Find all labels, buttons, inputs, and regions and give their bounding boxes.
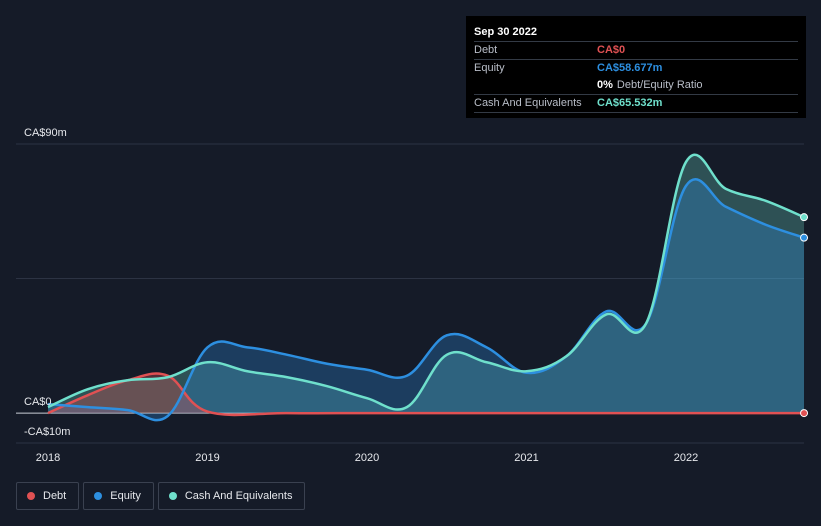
tooltip-debt-label: Debt [474, 44, 498, 56]
area-cash-and-equivalents [48, 154, 805, 414]
y-tick-label: CA$0 [24, 396, 52, 408]
line-equity [47, 178, 805, 422]
plot-background [16, 144, 804, 443]
tooltip-equity-row: Equity CA$58.677m [474, 59, 798, 77]
line-cash-and-equivalents [47, 153, 805, 411]
x-tick-label: 2021 [514, 452, 538, 464]
legend-equity[interactable]: Equity [83, 482, 154, 510]
y-tick-label: CA$90m [24, 127, 67, 139]
debt-dot-icon [27, 492, 35, 500]
legend: Debt Equity Cash And Equivalents [16, 482, 309, 510]
tooltip-ratio-label: Debt/Equity Ratio [616, 79, 703, 91]
tooltip-cash-value: CA$65.532m [597, 97, 663, 109]
tooltip-ratio-value: 0% [597, 79, 613, 91]
legend-cash[interactable]: Cash And Equivalents [157, 482, 306, 510]
chart-labels: CA$90m CA$0 -CA$10m 2018 2019 2020 2021 2022 [24, 127, 698, 464]
chart-markers [800, 213, 809, 418]
legend-debt-label: Debt [43, 490, 67, 502]
x-tick-label: 2019 [195, 452, 219, 464]
x-tick-label: 2020 [355, 452, 379, 464]
tooltip-equity-label: Equity [474, 62, 505, 74]
tooltip-cash-row: Cash And Equivalents CA$65.532m [474, 94, 798, 112]
chart-grid [16, 143, 804, 444]
x-tick-label: 2018 [36, 452, 60, 464]
tooltip-debt-value: CA$0 [597, 44, 626, 56]
tooltip-cash-label: Cash And Equivalents [474, 97, 582, 109]
legend-equity-label: Equity [110, 490, 141, 502]
tooltip-equity-value: CA$58.677m [597, 62, 663, 74]
equity-dot-icon [94, 492, 103, 500]
legend-debt[interactable]: Debt [16, 482, 80, 510]
tooltip-date: Sep 30 2022 [474, 26, 537, 38]
chart-lines [47, 153, 805, 422]
tooltip-panel: Sep 30 2022 Debt CA$0 Equity CA$58.677m … [466, 16, 806, 118]
area-equity [48, 179, 805, 421]
end-marker-equity [800, 233, 809, 242]
legend-cash-label: Cash And Equivalents [184, 490, 293, 502]
y-tick-label: -CA$10m [24, 426, 70, 438]
cash-dot-icon [168, 492, 177, 500]
tooltip-ratio-row: 0% Debt/Equity Ratio [474, 77, 798, 94]
tooltip-debt-row: Debt CA$0 [474, 41, 798, 59]
end-marker-debt [800, 409, 809, 418]
x-tick-label: 2022 [674, 452, 698, 464]
end-marker-cash-and-equivalents [800, 213, 809, 222]
